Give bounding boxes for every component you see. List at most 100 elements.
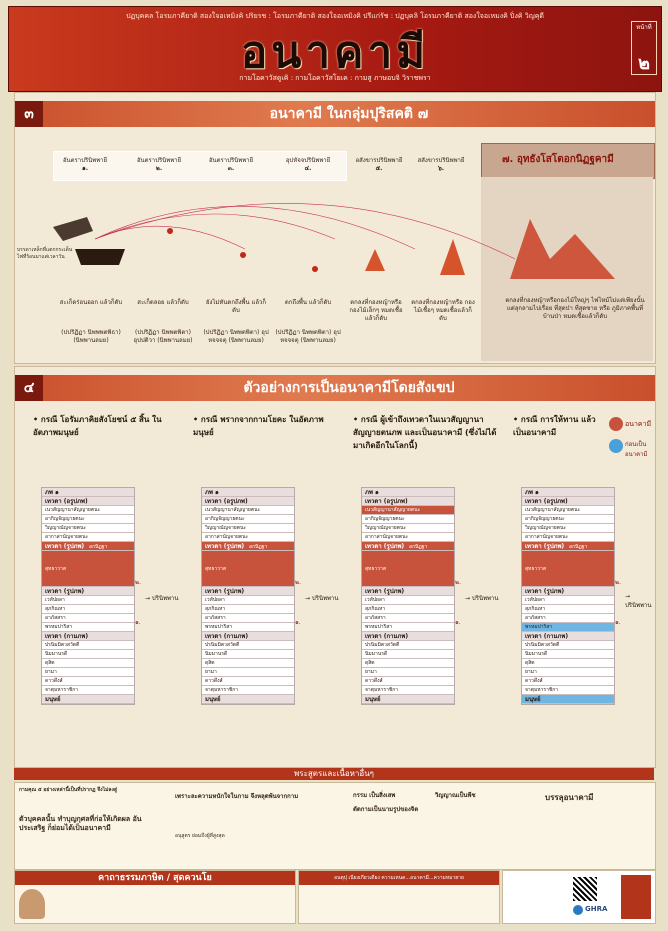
realm-row: พรหมปาริสา	[202, 623, 294, 632]
realm-row: เนวสัญญานาสัญญายตนะ	[362, 506, 454, 515]
realm-row: ยามา	[42, 668, 134, 677]
book-cover	[621, 875, 651, 919]
sutta-text-3: เพราะละความหนักใจในกาม จึงหลุดพ้นจากกาม	[175, 793, 299, 800]
realm-row: วิญญาณัญจายตนะ	[202, 524, 294, 533]
volume-badge: หน้าที่ ๒	[631, 21, 657, 75]
nibbana-arrow-label: → ปรินิพพาน	[625, 593, 652, 609]
realm-row: นิมมานรดี	[202, 650, 294, 659]
sutta-bar-label: พระสูตรและเนื้อหาอื่นๆ	[14, 768, 654, 780]
arrow-one-label: ๑.	[455, 619, 461, 626]
caption-4: ตกถึงพื้น แล้วก็ดับ	[284, 299, 332, 306]
case-3-title: • กรณี ผู้เข้าถึงเทวดาในเนวสัญญานาสัญญาย…	[353, 415, 497, 450]
section4-title: ตัวอย่างการเป็นอนาคามีโดยสังเขป	[243, 380, 455, 396]
sutta-text-1: กามคุณ ๕ อย่างเหล่านี้เป็นที่ปรากฏ จึงไม…	[19, 787, 117, 793]
spark-icon	[167, 228, 173, 234]
brand-name: GHRA	[585, 905, 608, 913]
realm-row: ดุสิต	[202, 659, 294, 668]
realm-row: อากิญจัญญายตนะ	[202, 515, 294, 524]
verse-panel: คาถาธรรมภาษิต / สุดควนโย	[14, 870, 296, 924]
sparks-illustration	[53, 203, 615, 279]
column-6-head: สสังขารปรินิพพายี ๖.	[417, 157, 465, 172]
realm-row: เทวดา (อรูปภพ)	[42, 497, 134, 506]
realm-row: เทวดา (กามภพ)	[522, 632, 614, 641]
realm-row: สุภกิณหา	[202, 605, 294, 614]
column-3-head: อันตราปรินิพพายี ๓.	[208, 157, 254, 172]
caption-1: สะเก็ดร่อนออก แล้วก็ดับ	[59, 299, 123, 306]
realm-row: เทวดา (อรูปภพ)	[522, 497, 614, 506]
spark-trail	[94, 203, 516, 260]
caption-6: ตกลงที่กองหญ้าหรือ กองไม้เชื้อๆ หมดเชื้อ…	[411, 299, 475, 322]
volume-label: หน้าที่	[636, 24, 652, 31]
realm-row: เนวสัญญานาสัญญายตนะ	[202, 506, 294, 515]
akanittha-label: อกนิฏฐา	[89, 544, 108, 550]
realm-row: เทวดา (รูปภพ)	[362, 542, 454, 551]
realm-row: พรหมปาริสา	[362, 623, 454, 632]
medium-fire-icon	[440, 239, 465, 275]
realm-row: สุทธาวาส	[42, 551, 134, 587]
realm-row: ภพ ๑	[202, 488, 294, 497]
realm-row: ปรนิมมิตวสวัตตี	[42, 641, 134, 650]
realm-row: สุภกิณหา	[42, 605, 134, 614]
realm-row: นิมมานรดี	[42, 650, 134, 659]
realm-row: นิมมานรดี	[362, 650, 454, 659]
sutta-text-7: วิญญาณเป็นพีช	[435, 792, 476, 799]
section-purisagati: ๓ อนาคามี ในกลุ่มปุริสคติ ๗ อันตราปรินิพ…	[14, 92, 656, 364]
realm-row: ยามา	[522, 668, 614, 677]
realm-row: ปรนิมมิตวสวัตตี	[522, 641, 614, 650]
legend-dot-anagami	[609, 417, 623, 431]
case-1-title: • กรณี โอรัมภาคิยสังโยชน์ ๕ สิ้น ในอัตภา…	[33, 415, 162, 437]
realm-row: เทวดา (รูปภพ)	[522, 542, 614, 551]
realm-row: เทวดา (รูปภพ)	[362, 587, 454, 596]
realm-row: สุทธาวาส	[202, 551, 294, 587]
akanittha-label: อกนิฏฐา	[569, 544, 588, 550]
realm-row: เวหัปผลา	[362, 596, 454, 605]
side-note: บรรดาเหล็กที่แตกกระเด็น ไฟที่ร้อนมาแต่เว…	[17, 247, 73, 260]
realm-row: อาภัสสรา	[42, 614, 134, 623]
realm-row: อากิญจัญญายตนะ	[522, 515, 614, 524]
realm-row: วิญญาณัญจายตนะ	[362, 524, 454, 533]
verse-title: คาถาธรรมภาษิต / สุดควนโย	[15, 871, 295, 885]
case-2-title: • กรณี พรากจากกามโยคะ ในอัตภาพมนุษย์	[193, 415, 324, 437]
column-4-head: อุปหัจจปรินิพพายี ๔.	[285, 157, 331, 172]
realm-row: เทวดา (กามภพ)	[202, 632, 294, 641]
realm-row: จาตุมหาราชิกา	[202, 686, 294, 695]
highlight-label: ๗. อุทธังโสโตอกนิฏฐคามี	[502, 154, 614, 165]
section4-bar: ๔ ตัวอย่างการเป็นอนาคามีโดยสังเขป	[15, 375, 655, 401]
caption-7: ตกลงที่กองหญ้าหรือกองไม้ใหญ่ๆ ไฟไหม้ไม่แ…	[505, 297, 645, 320]
volume-number: ๒	[638, 53, 650, 74]
header-top-line: ปฏบุคคล โอรมภาคียาติ สองใจอเหมิงคิ ปริยร…	[126, 12, 544, 20]
realm-row: มนุษย์	[362, 695, 454, 704]
realm-row: เทวดา (รูปภพ)	[202, 542, 294, 551]
spark-icon	[240, 252, 246, 258]
realm-row: ยามา	[362, 668, 454, 677]
realm-row: จาตุมหาราชิกา	[522, 686, 614, 695]
arrow-one-label: ๑.	[615, 619, 621, 626]
caption-2: สะเก็ดลอย แล้วก็ดับ	[137, 299, 189, 306]
caption-5: ตกลงที่กองหญ้าหรือ กองไม้เล็กๆ หมดเชื้อแ…	[349, 299, 403, 322]
realm-stacks: ภพ ๑เทวดา (อรูปภพ) เนวสัญญานาสัญญายตนะ อาก…	[15, 367, 655, 767]
realm-row: วิญญาณัญจายตนะ	[522, 524, 614, 533]
buddha-image	[19, 889, 45, 919]
anvil-icon	[75, 249, 125, 265]
realm-row: เวหัปผลา	[522, 596, 614, 605]
section3-bar: ๓ อนาคามี ในกลุ่มปุริสคติ ๗	[15, 101, 655, 127]
realm-row: จาตุมหาราชิกา	[42, 686, 134, 695]
realm-stack-4: ภพ ๑เทวดา (อรูปภพ) เนวสัญญานาสัญญายตนะ อาก…	[521, 487, 615, 705]
realm-row: อากาสานัญจายตนะ	[362, 533, 454, 542]
realm-row: วิญญาณัญจายตนะ	[42, 524, 134, 533]
akanittha-label: อกนิฏฐา	[249, 544, 268, 550]
legend-label-anagami: อนาคามี	[625, 420, 652, 428]
realm-row: เทวดา (รูปภพ)	[42, 542, 134, 551]
large-fire-icon	[510, 219, 615, 279]
columns-head-box	[53, 151, 347, 181]
realm-row: ดุสิต	[522, 659, 614, 668]
realm-row: นิมมานรดี	[522, 650, 614, 659]
highlight-box: ๗. อุทธังโสโตอกนิฏฐคามี	[481, 143, 655, 179]
realm-row: พรหมปาริสา	[42, 623, 134, 632]
realm-row: ดุสิต	[42, 659, 134, 668]
realm-row: เนวสัญญานาสัญญายตนะ	[522, 506, 614, 515]
page-subtitle: กามโอคาวัสดูเคิ : กามโอคาวัสโยเค : กามสู…	[239, 74, 431, 82]
realm-row: ดาวดึงส์	[202, 677, 294, 686]
realm-row: ดาวดึงส์	[362, 677, 454, 686]
arrow-one-label: ๑.	[135, 619, 141, 626]
